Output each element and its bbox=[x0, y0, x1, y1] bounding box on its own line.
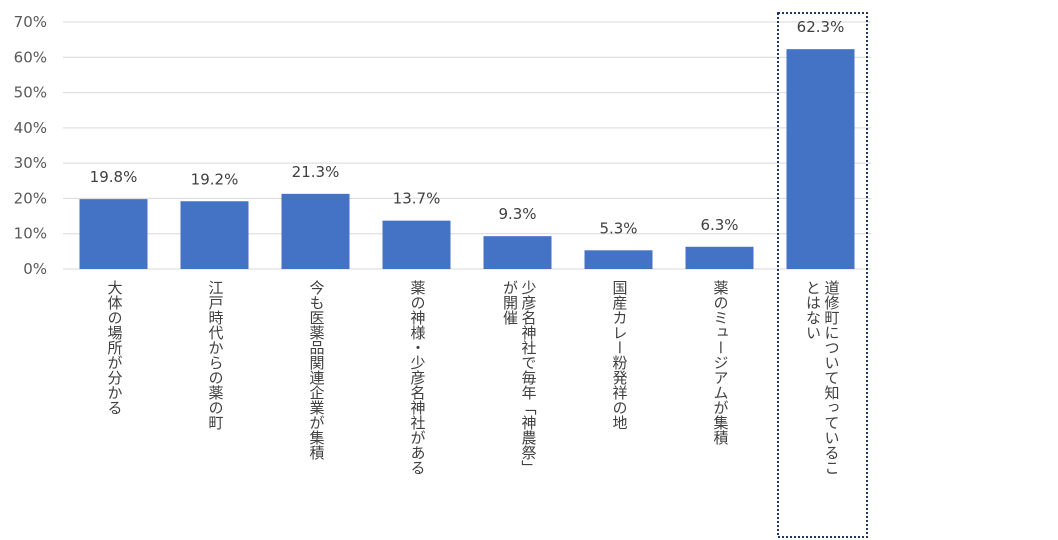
x-axis-label: 国産カレー粉発祥の地 bbox=[610, 280, 629, 430]
y-tick-label: 0% bbox=[23, 260, 47, 278]
highlight-box bbox=[777, 12, 868, 538]
x-axis-label: 大体の場所が分かる bbox=[105, 280, 124, 415]
y-tick-label: 50% bbox=[14, 84, 47, 102]
data-labels: 19.8% 19.2% 21.3% 13.7% 9.3% 5.3% 6.3% 62.3% bbox=[90, 18, 845, 237]
y-tick-label: 20% bbox=[14, 189, 47, 207]
x-axis-label: 薬のミュージアムが集積 bbox=[711, 280, 730, 445]
data-label: 9.3% bbox=[498, 205, 536, 223]
bar bbox=[382, 220, 451, 269]
bar bbox=[180, 201, 249, 269]
bar bbox=[79, 199, 148, 269]
x-axis-label: 道修町について知っているこ とはない bbox=[804, 280, 841, 475]
y-tick-label: 60% bbox=[14, 48, 47, 66]
y-axis-ticks: 0% 10% 20% 30% 40% 50% 60% 70% bbox=[14, 13, 47, 278]
x-axis-label: 薬の神様・少彦名神社がある bbox=[408, 280, 427, 475]
x-axis-label: 少彦名神社で毎年「神農祭」 が開催 bbox=[501, 280, 538, 475]
y-tick-label: 70% bbox=[14, 13, 47, 31]
data-label: 6.3% bbox=[700, 216, 738, 234]
x-axis-label: 江戸時代からの薬の町 bbox=[206, 280, 225, 430]
y-tick-label: 10% bbox=[14, 225, 47, 243]
bar bbox=[786, 49, 855, 269]
data-label: 62.3% bbox=[797, 18, 845, 36]
data-label: 5.3% bbox=[599, 219, 637, 237]
bar bbox=[281, 193, 350, 269]
y-tick-label: 40% bbox=[14, 119, 47, 137]
bar bbox=[584, 250, 653, 269]
data-label: 13.7% bbox=[393, 190, 441, 208]
y-tick-label: 30% bbox=[14, 154, 47, 172]
data-label: 19.8% bbox=[90, 168, 138, 186]
data-label: 21.3% bbox=[292, 163, 340, 181]
data-label: 19.2% bbox=[191, 170, 239, 188]
bars bbox=[79, 49, 855, 269]
x-axis-label: 今も医薬品関連企業が集積 bbox=[307, 280, 326, 460]
bar bbox=[483, 236, 552, 269]
bar bbox=[685, 246, 754, 269]
